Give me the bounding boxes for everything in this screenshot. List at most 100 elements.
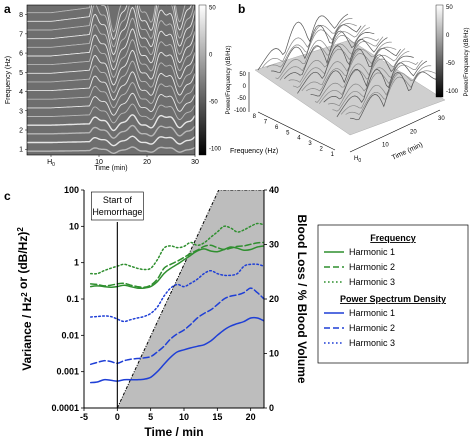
panel-a: a 1 2 3 4 5 6 7 8 H0 10 20 30 Frequency (Hz) Time … bbox=[4, 2, 232, 172]
panel-a-letter: a bbox=[4, 2, 11, 16]
surface-ridge bbox=[279, 27, 371, 81]
spectrogram-ridge bbox=[27, 114, 195, 132]
panel-b-time-axis bbox=[349, 109, 441, 153]
panel-b-frequency-tick: 4 bbox=[297, 136, 301, 142]
panel-c: c Start of Hemorrhage 0.0001 0.001 0.01 0.1… bbox=[4, 185, 309, 439]
panel-b-time-label: Time (min) bbox=[391, 141, 424, 161]
surface-ridge bbox=[292, 36, 384, 88]
legend-item-label: Harmonic 2 bbox=[349, 323, 395, 333]
panel-c-legend: Frequency Harmonic 1 Harmonic 2 Harmonic 3 P… bbox=[317, 224, 469, 364]
panel-c-x-tick-label: 15 bbox=[212, 412, 222, 422]
spectrogram-ridge bbox=[27, 158, 195, 161]
panel-a-x-tick-label: 20 bbox=[143, 159, 151, 166]
panel-c-x-tick-label: -5 bbox=[80, 412, 88, 422]
spectrogram-ridge bbox=[27, 103, 195, 124]
panel-c-left-tick-label: 0.1 bbox=[66, 294, 79, 304]
panel-a-y-tick-label: 6 bbox=[19, 51, 23, 58]
series-frequency-harmonic-1 bbox=[89, 245, 264, 289]
surface-ridge bbox=[332, 59, 423, 112]
panel-b-frequency-tick: 5 bbox=[286, 130, 290, 136]
panel-c-x-tick-label: 20 bbox=[246, 412, 256, 422]
panel-a-y-tick-label: 3 bbox=[19, 108, 23, 115]
spectrogram-ridge bbox=[27, 49, 195, 86]
legend-item-label: Harmonic 2 bbox=[349, 262, 395, 272]
series-psd-harmonic-3 bbox=[89, 263, 264, 323]
panel-b-colorbar-tick: -50 bbox=[446, 61, 455, 67]
panel-a-y-label: Frequency (Hz) bbox=[5, 56, 12, 104]
spectrogram-ridge bbox=[27, 5, 192, 41]
panel-a-y-tick-label: 1 bbox=[19, 147, 23, 154]
panel-a-colorbar-tick: 50 bbox=[209, 6, 216, 12]
panel-b-z-tick: -100 bbox=[234, 108, 247, 114]
panel-a-colorbar bbox=[198, 4, 207, 156]
panel-b-colorbar-tick: -100 bbox=[446, 89, 459, 95]
panel-a-y-tick-label: 2 bbox=[19, 128, 23, 135]
panel-c-right-tick-label: 10 bbox=[269, 349, 279, 359]
spectrogram-ridge bbox=[27, 146, 195, 155]
surface-ridge bbox=[301, 41, 392, 92]
spectrogram-ridge bbox=[27, 6, 195, 56]
spectrogram-frame bbox=[26, 4, 196, 156]
panel-a-x-label: Time (min) bbox=[94, 165, 127, 172]
surface-ridge bbox=[319, 50, 410, 104]
panel-a-colorbar-tick: -50 bbox=[209, 100, 218, 106]
spectrogram-ridge bbox=[27, 60, 195, 94]
legend-item-label: Harmonic 1 bbox=[349, 247, 395, 257]
blood-loss-area bbox=[116, 190, 264, 408]
hemorrhage-annotation-line1: Start of bbox=[103, 195, 133, 205]
spectrogram-ridges bbox=[27, 5, 195, 161]
legend-group-title: Power Spectrum Density bbox=[340, 294, 446, 304]
panel-b-z-tick: 50 bbox=[239, 72, 246, 78]
panel-a-x-ticks: H0 10 20 30 bbox=[47, 155, 199, 168]
surface-ridge bbox=[284, 30, 375, 79]
spectrogram-ridge bbox=[27, 71, 195, 101]
panel-c-left-tick-label: 0.01 bbox=[61, 330, 79, 340]
panel-a-x-tick-label: 10 bbox=[95, 159, 103, 166]
legend-item-label: Harmonic 3 bbox=[349, 338, 395, 348]
panel-c-y-label-right: Blood Loss / % Blood Volume bbox=[295, 214, 309, 383]
panel-b-colorbar-label: Power/Frequency (dB/Hz) bbox=[464, 27, 470, 96]
panel-b-z-tick: -50 bbox=[237, 96, 246, 102]
panel-c-left-tick-label: 100 bbox=[64, 185, 79, 195]
panel-a-colorbar-label: Power/Frequency (dB/Hz) bbox=[226, 45, 232, 114]
surface-ridge bbox=[340, 65, 432, 115]
panel-b-frequency-tick: 7 bbox=[264, 119, 268, 125]
legend-item-label: Harmonic 1 bbox=[349, 308, 395, 318]
panel-c-left-tick-label: 0.0001 bbox=[51, 403, 79, 413]
surface-ridge bbox=[275, 24, 366, 80]
hemorrhage-annotation-line2: Hemorrhage bbox=[92, 207, 142, 217]
spectrogram-ridge bbox=[27, 5, 195, 48]
surface-ridge bbox=[310, 47, 401, 97]
panel-c-x-label: Time / min bbox=[144, 425, 203, 439]
surface-ridge bbox=[257, 13, 349, 71]
panel-b-frequency-ticks: 8 7 6 5 4 3 2 1 bbox=[253, 114, 335, 158]
legend-item-label: Harmonic 3 bbox=[349, 277, 395, 287]
surface-ridge bbox=[336, 60, 428, 118]
panel-c-x-tick-label: 0 bbox=[115, 412, 120, 422]
legend-frame bbox=[317, 224, 469, 364]
series-frequency-harmonic-3 bbox=[89, 222, 264, 275]
panel-b-frequency-tick: 8 bbox=[253, 114, 257, 120]
panel-c-y-label-left: Variance / Hz2 or (dB/Hz)2 bbox=[16, 227, 34, 371]
panel-b-colorbar bbox=[435, 4, 444, 98]
panel-c-axes: 0.0001 0.001 0.01 0.1 1 10 100 0 10 20 30 40 -5 0 5 10 1… bbox=[51, 185, 279, 422]
series-frequency-harmonic-2 bbox=[89, 241, 264, 289]
spectrogram-ridge bbox=[27, 81, 195, 109]
panel-b-time-tick: 20 bbox=[410, 129, 417, 135]
legend-entries: Frequency Harmonic 1 Harmonic 2 Harmonic 3 P… bbox=[324, 233, 446, 348]
panel-c-letter: c bbox=[4, 189, 11, 203]
panel-b: b 50 0 -50 -100 8 7 6 5 4 3 2 1 Frequency (Hz) H0 1… bbox=[230, 2, 470, 164]
panel-b-time-tick: 10 bbox=[382, 143, 389, 149]
panel-c-x-tick-label: 5 bbox=[148, 412, 153, 422]
panel-b-time-tick: H0 bbox=[354, 156, 361, 164]
series-psd-harmonic-2 bbox=[89, 287, 264, 366]
panel-a-colorbar-tick: -100 bbox=[209, 147, 222, 153]
surface-ridge bbox=[262, 18, 353, 68]
panel-b-letter: b bbox=[238, 2, 245, 16]
surface-ridge bbox=[266, 23, 357, 68]
panel-b-frequency-tick: 6 bbox=[275, 125, 279, 131]
panel-c-right-tick-label: 30 bbox=[269, 240, 279, 250]
panel-a-y-ticks: 1 2 3 4 5 6 7 8 bbox=[19, 12, 27, 154]
panel-c-right-tick-label: 0 bbox=[269, 403, 274, 413]
